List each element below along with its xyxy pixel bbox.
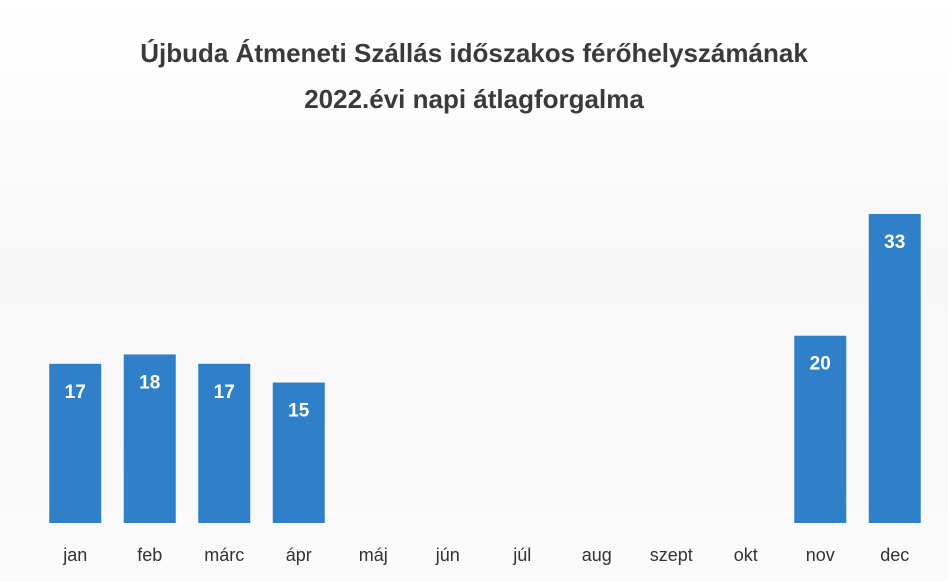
x-tick-label: okt [734,545,758,565]
x-tick-label: feb [137,545,162,565]
x-tick-label: nov [806,545,835,565]
value-label: 20 [810,354,831,375]
value-label: 18 [139,372,160,393]
bar [49,363,102,523]
x-tick-label: jan [62,545,87,565]
value-label: 15 [288,401,310,422]
x-tick-label: dec [880,545,909,565]
x-tick-label: szept [650,545,693,565]
bar [123,354,176,523]
x-tick-label: júl [512,545,531,565]
bar [794,335,847,523]
value-label: 17 [214,382,235,403]
chart-title: Újbuda Átmeneti Szállás időszakos férőhe… [140,38,808,114]
x-tick-label: márc [204,545,244,565]
x-tick-label: aug [582,545,612,565]
x-tick-label: ápr [286,545,312,565]
value-label: 33 [884,232,905,253]
value-label: 17 [65,382,86,403]
x-tick-label: jún [435,545,460,565]
x-tick-label: máj [359,545,388,565]
bar [272,382,325,523]
bar [198,363,251,523]
bar [868,214,921,523]
